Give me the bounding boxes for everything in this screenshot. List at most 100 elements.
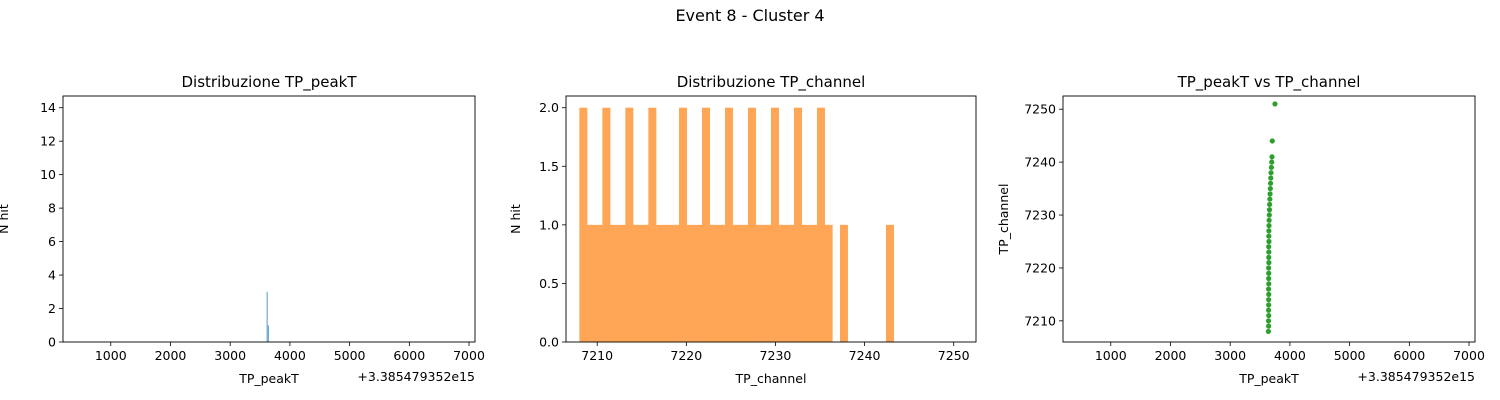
axes-frame (1062, 95, 1476, 343)
histogram-bar-40 (885, 224, 894, 342)
histogram-bar-6 (625, 107, 634, 342)
x-tick-label-0: 1000 (95, 348, 127, 363)
x-tick-label-3: 4000 (274, 348, 306, 363)
y-tick-label-1: 2 (48, 301, 56, 316)
histogram-bar-1 (587, 224, 595, 342)
histogram-bar-27 (786, 224, 795, 342)
y-tick-label-0: 7210 (1024, 313, 1056, 328)
y-tick-label-6: 12 (40, 134, 56, 149)
scatter-point-25 (1267, 196, 1273, 202)
x-tick-label-2: 3000 (214, 348, 246, 363)
panel-peakT-histogram-title: Distribuzione TP_peakT (182, 73, 358, 92)
histogram-bar-0 (579, 107, 588, 342)
histogram-bar-34 (839, 224, 848, 342)
x-tick-label-3: 4000 (1274, 348, 1306, 363)
histogram-bar-19 (725, 107, 733, 342)
x-tick-label-5: 6000 (393, 348, 425, 363)
scatter-point-35 (1272, 101, 1278, 107)
panel-peakT-histogram-offset-label: +3.385479352e15 (357, 369, 475, 384)
scatter-point-2 (1265, 318, 1272, 324)
histogram-bar-4 (610, 224, 618, 342)
scatter-point-23 (1266, 207, 1273, 213)
scatter-point-24 (1266, 201, 1273, 208)
x-tick-label-4: 5000 (334, 348, 366, 363)
scatter-point-26 (1267, 191, 1273, 197)
scatter-point-27 (1267, 185, 1273, 192)
x-tick-label-0: 7210 (581, 348, 613, 363)
histogram-bar-16 (702, 107, 710, 342)
panel-channel-histogram-ylabel: N hit (508, 204, 523, 234)
scatter-point-15 (1266, 249, 1272, 255)
scatter-point-18 (1266, 233, 1272, 239)
y-tick-label-5: 10 (40, 167, 56, 182)
scatter-point-30 (1268, 170, 1274, 176)
histogram-bar-21 (740, 224, 749, 342)
histogram-bar-25 (771, 107, 779, 342)
histogram-bar-8 (640, 224, 649, 342)
x-tick-label-6: 7000 (1453, 348, 1485, 363)
y-tick-label-4: 2.0 (539, 100, 559, 115)
y-tick-label-0: 0 (48, 335, 56, 350)
scatter-point-32 (1269, 159, 1275, 165)
histogram-bar-13 (679, 107, 687, 342)
x-tick-label-2: 7230 (760, 348, 792, 363)
scatter-point-22 (1266, 212, 1272, 218)
figure-suptitle: Event 8 - Cluster 4 (675, 6, 825, 25)
scatter-point-9 (1266, 281, 1272, 287)
histogram-bar-30 (809, 224, 818, 342)
axes-frame (62, 95, 476, 343)
histogram-bar-11 (663, 224, 672, 342)
histogram-bar-5 (617, 224, 626, 342)
data-marks (579, 107, 894, 342)
x-tick-label-1: 2000 (1155, 348, 1187, 363)
scatter-point-11 (1266, 270, 1272, 276)
panel-peakT-histogram-ylabel: N hit (0, 204, 11, 234)
x-tick-label-2: 3000 (1214, 348, 1246, 363)
x-tick-label-6: 7000 (453, 348, 485, 363)
panel-scatter-ylabel: TP_channel (996, 184, 1011, 256)
y-tick-label-7: 14 (40, 100, 56, 115)
histogram-bar-31 (816, 107, 825, 342)
panel-scatter-xlabel: TP_peakT (1238, 371, 1299, 386)
panel-peakT-histogram: Distribuzione TP_peakT TP_peakT N hit +3… (0, 73, 485, 386)
histogram-bar-17 (709, 224, 718, 342)
scatter-point-28 (1267, 180, 1274, 186)
histogram-bar-1 (267, 325, 269, 342)
scatter-point-5 (1266, 302, 1272, 308)
histogram-bar-20 (732, 224, 741, 342)
panel-channel-histogram: Distribuzione TP_channel TP_channel N hi… (508, 73, 977, 386)
x-tick-label-0: 1000 (1095, 348, 1127, 363)
x-tick-label-5: 6000 (1393, 348, 1425, 363)
data-marks (266, 291, 269, 342)
scatter-point-16 (1266, 244, 1272, 250)
x-tick-label-1: 2000 (155, 348, 187, 363)
x-tick-label-1: 7220 (670, 348, 702, 363)
scatter-point-7 (1266, 291, 1272, 297)
y-tick-label-0: 0.0 (539, 335, 559, 350)
scatter-point-34 (1269, 138, 1275, 144)
histogram-bar-18 (717, 224, 726, 342)
axes-frame (565, 95, 977, 343)
panel-scatter: TP_peakT vs TP_channel TP_peakT TP_chann… (996, 73, 1485, 386)
panel-scatter-offset-label: +3.385479352e15 (1357, 369, 1475, 384)
scatter-point-6 (1266, 297, 1272, 303)
y-tick-label-2: 7230 (1024, 208, 1056, 223)
panel-channel-histogram-xlabel: TP_channel (735, 371, 807, 386)
scatter-point-12 (1266, 265, 1272, 271)
scatter-point-0 (1265, 328, 1272, 335)
panel-peakT-histogram-xlabel: TP_peakT (238, 371, 299, 386)
scatter-point-13 (1266, 260, 1272, 266)
x-tick-label-3: 7240 (849, 348, 881, 363)
scatter-point-20 (1266, 223, 1272, 229)
x-tick-label-4: 7250 (938, 348, 970, 363)
histogram-bar-24 (763, 224, 772, 342)
scatter-point-19 (1266, 228, 1272, 234)
histogram-bar-15 (694, 224, 703, 342)
scatter-point-1 (1266, 323, 1272, 329)
scatter-point-4 (1265, 307, 1272, 313)
data-marks (1265, 101, 1278, 335)
y-tick-label-2: 4 (48, 268, 56, 283)
scatter-point-33 (1269, 154, 1275, 160)
histogram-bar-22 (748, 107, 756, 342)
